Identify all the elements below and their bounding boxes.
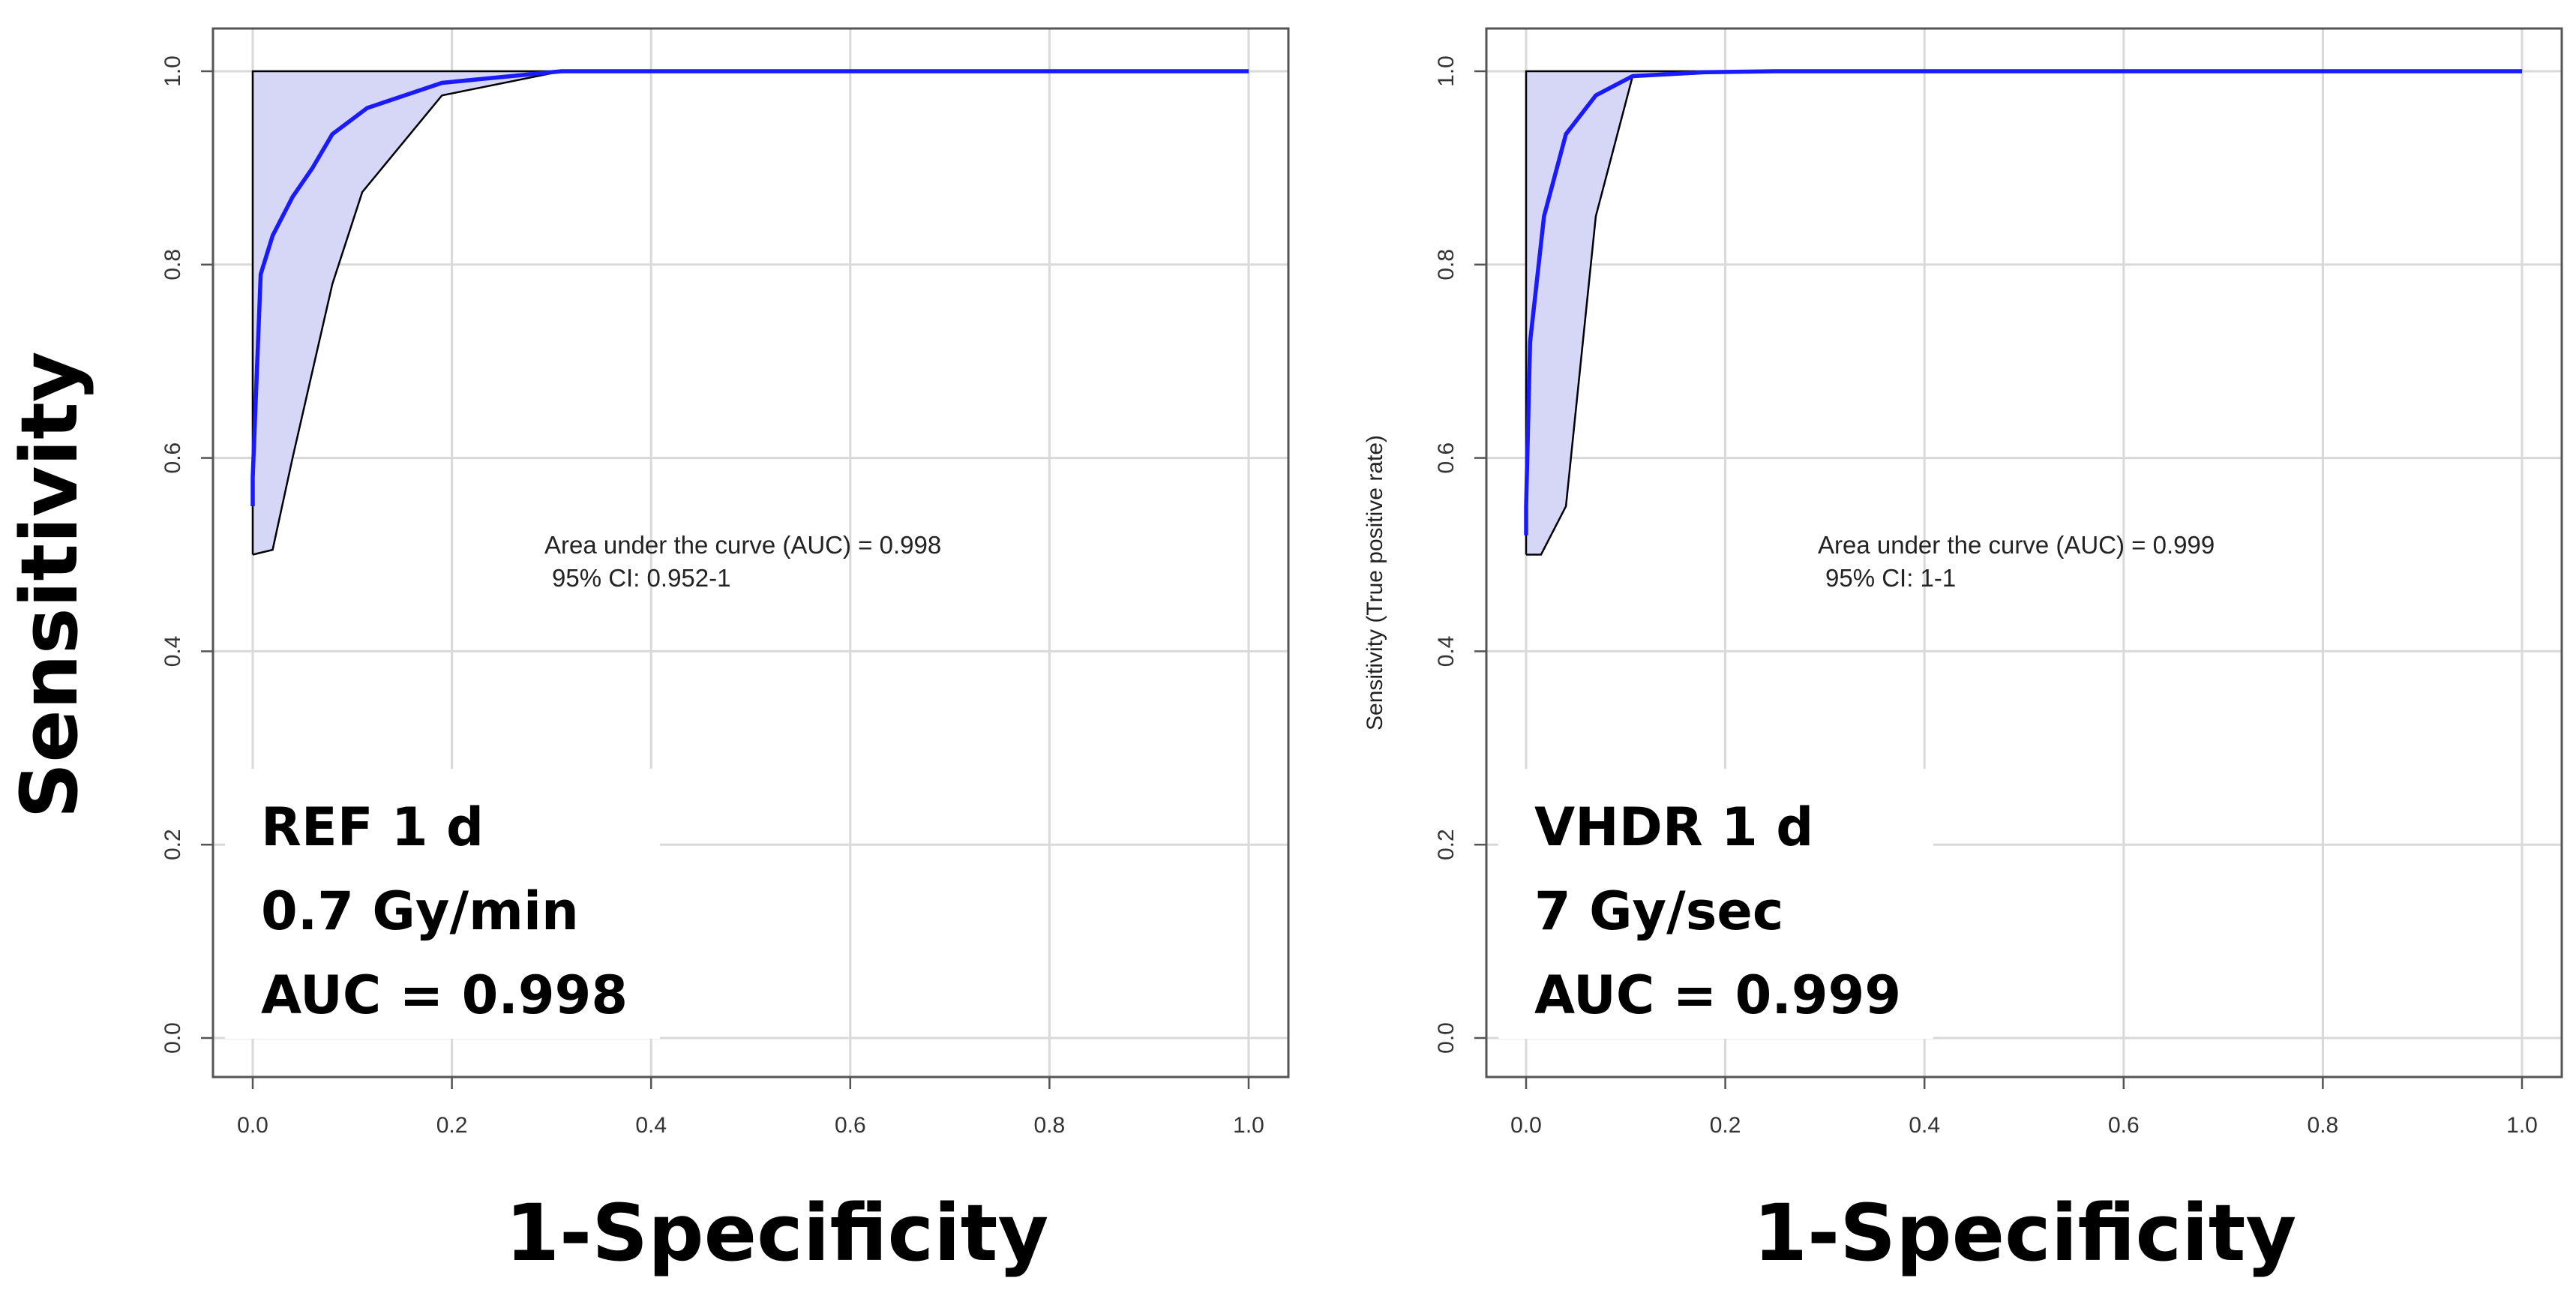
- plot-frame: [211, 27, 1290, 1078]
- y-tick-label: 0.2: [1434, 829, 1459, 860]
- ci-band: [1526, 71, 2522, 555]
- y-tick-label: 0.6: [1434, 442, 1459, 474]
- y-tick-label: 0.2: [160, 829, 185, 860]
- x-axis-label: 1-Specificity: [1753, 1187, 2297, 1279]
- x-tick-label: 1.0: [2506, 1113, 2538, 1138]
- label-box-line: VHDR 1 d: [1534, 796, 1813, 858]
- x-tick-label: 0.2: [1710, 1113, 1741, 1138]
- y-tick-label: 0.8: [1434, 249, 1459, 280]
- x-tick-label: 0.2: [436, 1113, 468, 1138]
- label-box-line: AUC = 0.998: [261, 964, 628, 1026]
- y-tick-label: 0.0: [160, 1022, 185, 1054]
- y-tick-label: 1.0: [1434, 56, 1459, 87]
- x-tick-label: 0.0: [237, 1113, 268, 1138]
- x-tick-label: 0.8: [2308, 1113, 2339, 1138]
- x-tick-label: 1.0: [1233, 1113, 1264, 1138]
- label-box-line: AUC = 0.999: [1534, 964, 1901, 1026]
- y-axis-label: Sensitivity (True positive rate): [1363, 435, 1387, 730]
- roc-panel-ref: 0.0 0.2 0.4 0.6 0.8 1.0 0.0 0.2 0.4 0.6 0.8 1.0 Area…: [160, 27, 1290, 1279]
- label-box-line: 0.7 Gy/min: [261, 880, 579, 942]
- ci-lower-line: [1526, 70, 2522, 556]
- y-tick-label: 0.8: [160, 249, 185, 280]
- y-tick-label: 0.4: [1434, 636, 1459, 668]
- label-box-line: 7 Gy/sec: [1534, 880, 1783, 942]
- auc-annotation: Area under the curve (AUC) = 0.999: [1818, 531, 2215, 559]
- label-box-line: REF 1 d: [261, 796, 484, 858]
- ci-upper-line: [1525, 70, 2522, 555]
- x-tick-label: 0.8: [1034, 1113, 1066, 1138]
- label-box: [1498, 769, 1933, 1039]
- ci-annotation: 95% CI: 1-1: [1825, 564, 1956, 592]
- auc-annotation: Area under the curve (AUC) = 0.998: [544, 531, 941, 559]
- ci-annotation: 95% CI: 0.952-1: [552, 564, 730, 592]
- y-tick-label: 1.0: [160, 56, 185, 87]
- x-tick-label: 0.0: [1510, 1113, 1542, 1138]
- left-y-axis-label: Sensitivity: [4, 351, 95, 818]
- roc-curve: [1524, 69, 2522, 536]
- x-tick-label: 0.6: [835, 1113, 866, 1138]
- y-tick-label: 0.0: [1434, 1022, 1459, 1054]
- roc-curve: [250, 69, 1249, 507]
- ci-lower-line: [252, 70, 1249, 556]
- y-tick-label: 0.6: [160, 442, 185, 474]
- plot-frame: [1485, 27, 2563, 1078]
- x-tick-label: 0.6: [2108, 1113, 2140, 1138]
- x-tick-label: 0.4: [635, 1113, 667, 1138]
- label-box: [225, 769, 660, 1039]
- x-tick-label: 0.4: [1909, 1113, 1940, 1138]
- y-tick-label: 0.4: [160, 636, 185, 668]
- x-axis-label: 1-Specificity: [505, 1187, 1049, 1279]
- roc-panel-vhdr: 0.0 0.2 0.4 0.6 0.8 1.0 0.0 0.2 0.4 0.6 0.8 1.0 Area…: [1363, 27, 2563, 1279]
